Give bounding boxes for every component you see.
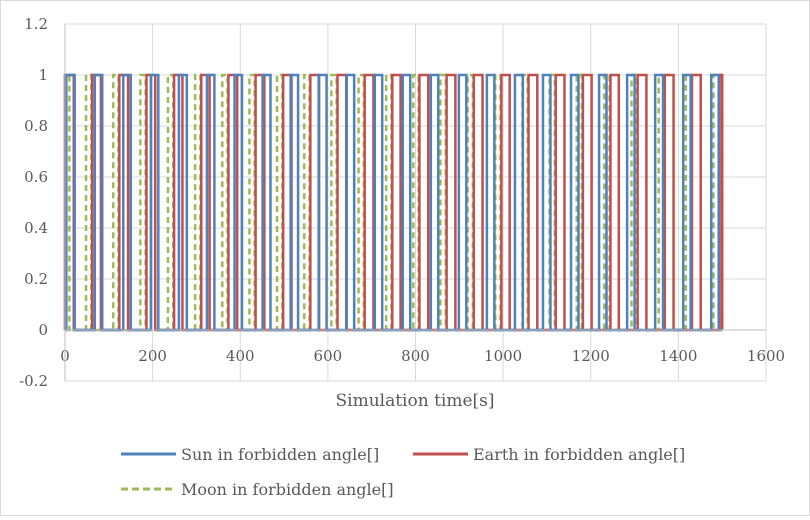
x-tick-label: 1000	[484, 347, 522, 365]
legend-item-earth: Earth in forbidden angle[]	[413, 445, 685, 464]
y-tick-label: 0.8	[24, 117, 48, 135]
x-tick-label: 600	[314, 347, 343, 365]
legend: Sun in forbidden angle[] Earth in forbid…	[121, 445, 685, 499]
x-tick-label: 1600	[747, 347, 785, 365]
y-tick-label: 0	[38, 321, 48, 339]
grid	[64, 23, 767, 382]
legend-label-moon: Moon in forbidden angle[]	[181, 480, 394, 499]
legend-item-moon: Moon in forbidden angle[]	[121, 480, 394, 499]
x-tick-label: 1400	[659, 347, 697, 365]
x-tick-label: 200	[138, 347, 167, 365]
series-line-sun	[65, 73, 723, 332]
y-tick-label: 1	[38, 66, 48, 84]
x-tick-label: 400	[226, 347, 255, 365]
legend-label-earth: Earth in forbidden angle[]	[473, 445, 685, 464]
x-axis-label: Simulation time[s]	[335, 391, 494, 411]
legend-item-sun: Sun in forbidden angle[]	[121, 445, 379, 464]
x-tick-label: 800	[401, 347, 430, 365]
y-tick-label: 1.2	[24, 15, 48, 33]
axes: -0.200.20.40.60.811.20 200 400 600 800 1000 12…	[19, 15, 785, 390]
legend-label-sun: Sun in forbidden angle[]	[181, 445, 379, 464]
series-line-moon	[63, 73, 724, 332]
series-line-earth	[63, 73, 724, 332]
y-tick-label: -0.2	[19, 372, 48, 390]
series-group	[63, 73, 724, 332]
y-tick-label: 0.6	[24, 168, 48, 186]
y-tick-label: 0.2	[24, 270, 48, 288]
x-tick-label: 1200	[572, 347, 610, 365]
y-tick-label: 0.4	[24, 219, 48, 237]
